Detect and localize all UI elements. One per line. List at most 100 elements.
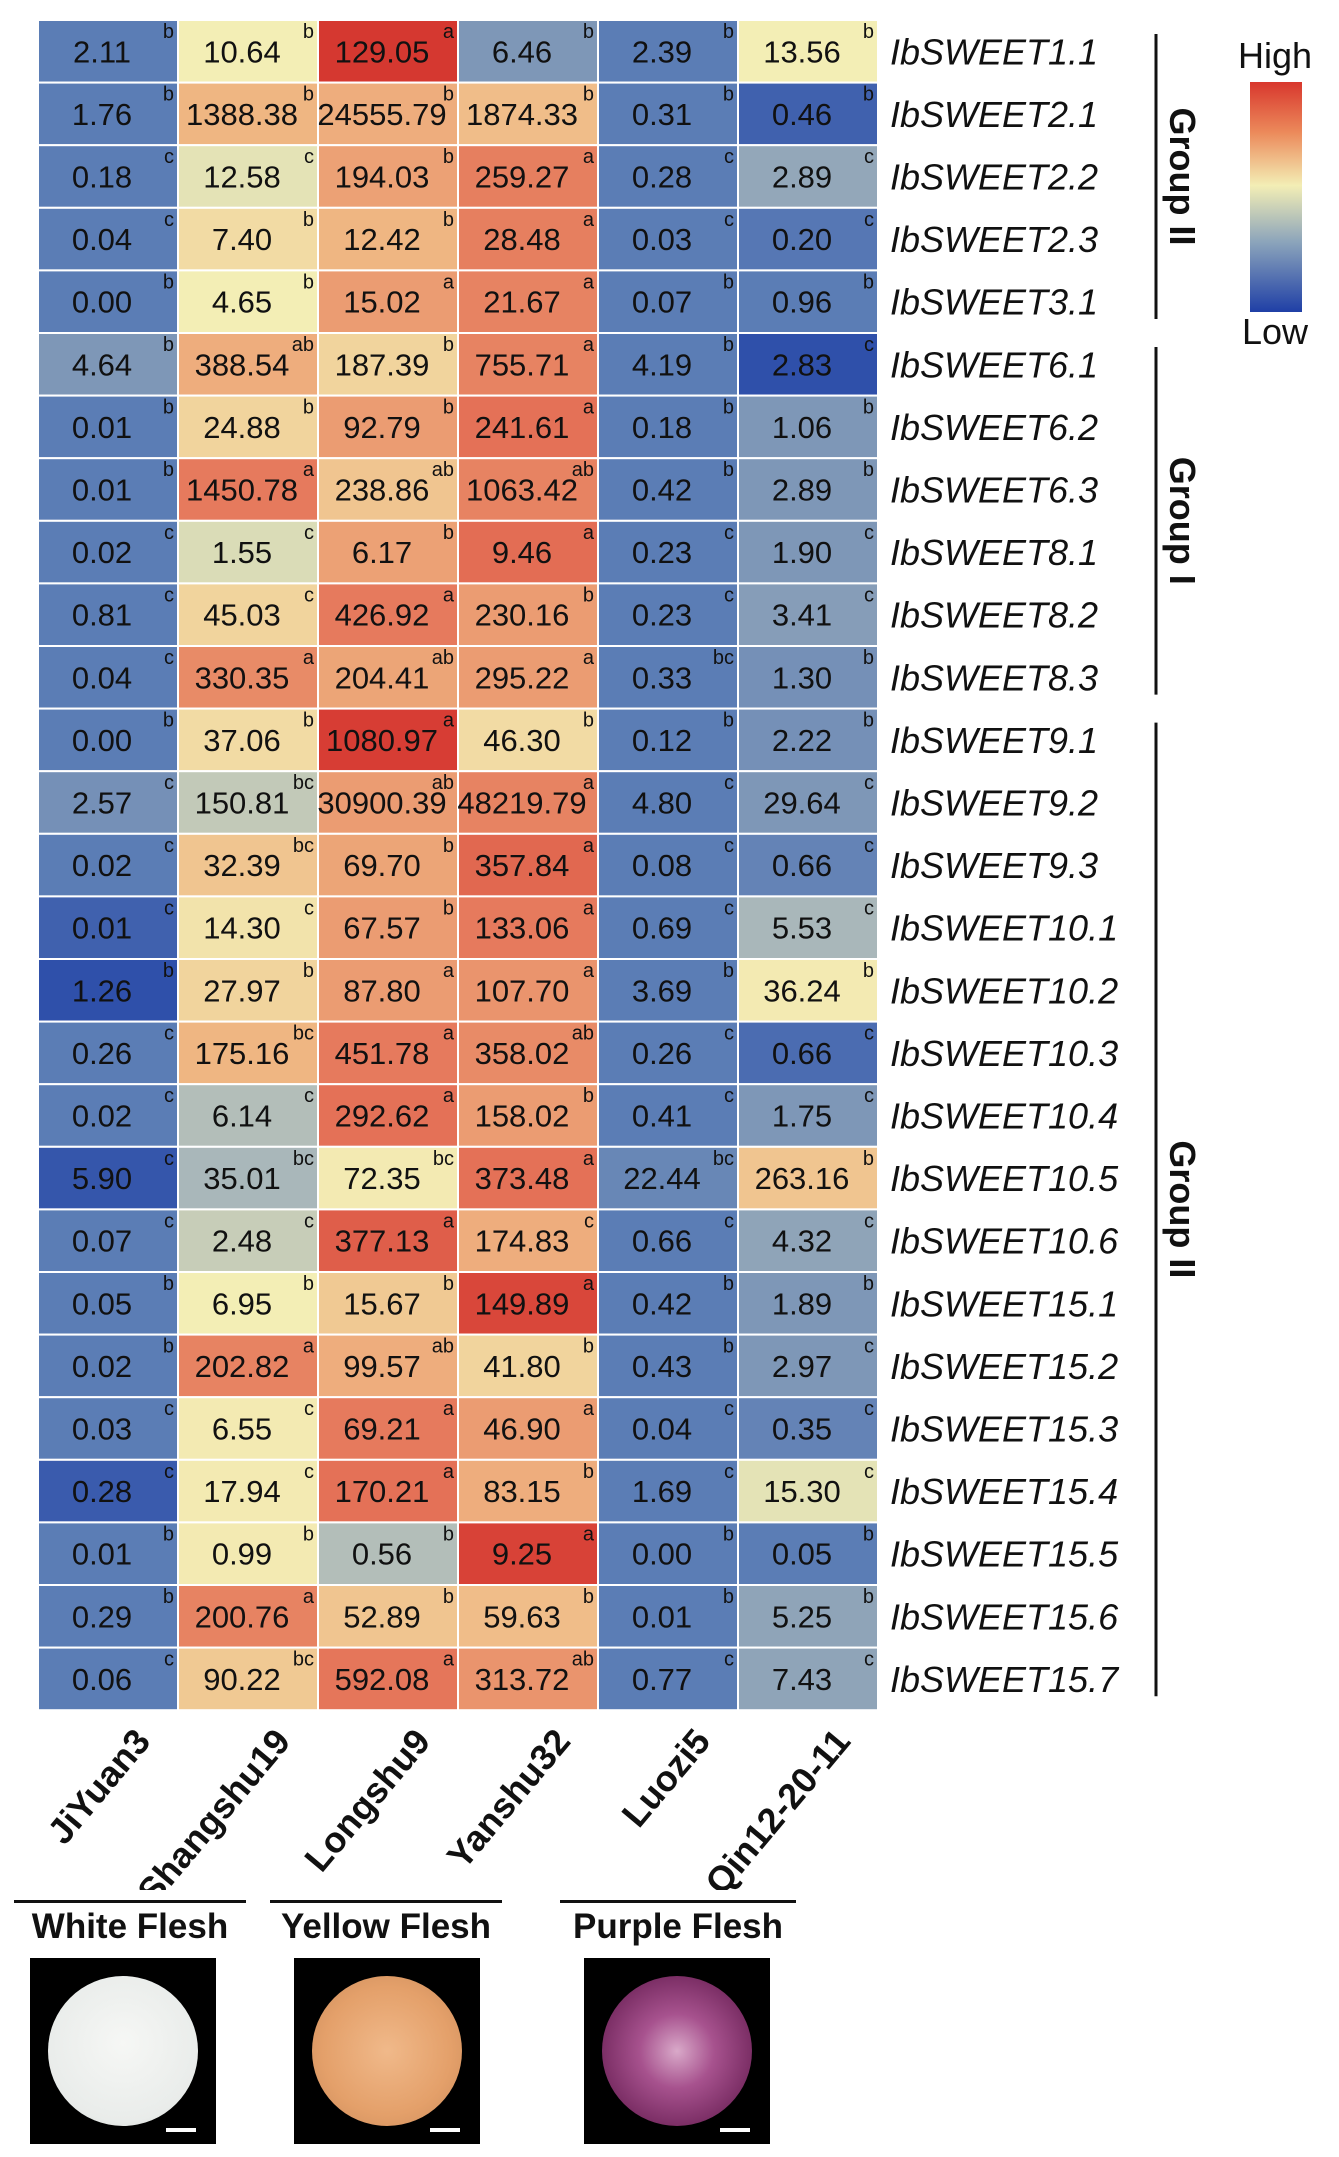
heatmap-cell: [37, 832, 179, 898]
significance-letter: c: [724, 772, 734, 794]
cell-value: 0.02: [72, 1099, 132, 1134]
heatmap-cell: [177, 770, 319, 835]
cell-value: 17.94: [203, 1474, 281, 1509]
cell-value: 6.14: [212, 1099, 272, 1134]
significance-letter: bc: [713, 1148, 734, 1170]
significance-letter: c: [864, 334, 874, 356]
significance-letter: b: [863, 960, 874, 982]
significance-letter: c: [304, 146, 314, 168]
cell-value: 2.22: [772, 723, 832, 758]
gene-label: IbSWEET2.2: [890, 157, 1098, 198]
heatmap-cell: [317, 269, 459, 334]
significance-letter: c: [164, 647, 174, 669]
significance-letter: a: [583, 397, 595, 419]
cell-value: 0.41: [632, 1099, 692, 1134]
cell-value: 170.21: [335, 1474, 430, 1509]
legend-high-label: High: [1238, 35, 1312, 76]
cell-value: 330.35: [195, 660, 290, 695]
cell-value: 0.01: [632, 1599, 692, 1634]
gene-label: IbSWEET10.5: [890, 1158, 1119, 1199]
cell-value: 59.63: [483, 1599, 561, 1634]
cell-value: 174.83: [475, 1224, 570, 1259]
significance-letter: c: [164, 1649, 174, 1671]
cell-value: 2.48: [212, 1224, 272, 1259]
heatmap-cell: [457, 1271, 599, 1336]
cell-value: 29.64: [763, 786, 841, 821]
significance-letter: a: [583, 1523, 595, 1545]
significance-letter: a: [583, 835, 595, 857]
yellow-tuber-slice: [312, 1976, 462, 2126]
heatmap-cell: [177, 1208, 319, 1274]
scale-bar: [430, 2128, 460, 2132]
cell-value: 292.62: [335, 1099, 430, 1134]
significance-letter: ab: [432, 772, 454, 794]
heatmap-cell: [737, 394, 879, 460]
significance-letter: b: [163, 1523, 174, 1545]
cell-value: 4.65: [212, 285, 272, 320]
heatmap-chart: 2.11b10.64b129.05a6.46b2.39b13.56b1.76b1…: [37, 19, 1312, 1890]
gene-label: IbSWEET10.6: [890, 1221, 1119, 1262]
significance-letter: c: [304, 1461, 314, 1483]
cell-value: 150.81: [195, 786, 290, 821]
significance-letter: b: [583, 1586, 594, 1608]
significance-letter: c: [864, 1398, 874, 1420]
significance-letter: b: [303, 1273, 314, 1295]
cell-value: 14.30: [203, 911, 281, 946]
cell-value: 107.70: [475, 973, 570, 1008]
significance-letter: b: [723, 1523, 734, 1545]
significance-letter: b: [303, 1523, 314, 1545]
significance-letter: b: [723, 459, 734, 481]
heatmap-cell: [177, 206, 319, 272]
heatmap-cell: [597, 1521, 739, 1587]
cell-value: 0.04: [72, 222, 132, 257]
gene-label: IbSWEET15.7: [890, 1659, 1120, 1700]
heatmap-cell: [597, 1083, 739, 1148]
cell-value: 6.46: [492, 34, 552, 69]
significance-letter: a: [303, 459, 315, 481]
heatmap-cell: [597, 770, 739, 835]
heatmap-cell: [597, 895, 739, 961]
significance-letter: c: [164, 209, 174, 231]
significance-letter: a: [443, 960, 455, 982]
gene-label: IbSWEET15.3: [890, 1409, 1118, 1450]
significance-letter: a: [583, 897, 595, 919]
heatmap-cell: [737, 1333, 879, 1399]
significance-letter: c: [724, 584, 734, 606]
cell-value: 4.80: [632, 786, 692, 821]
cell-value: 0.18: [72, 160, 132, 195]
gene-label: IbSWEET10.4: [890, 1096, 1118, 1137]
heatmap-cell: [597, 582, 739, 648]
cell-value: 3.41: [772, 598, 832, 633]
heatmap-cell: [457, 269, 599, 334]
heatmap-cell: [737, 1584, 879, 1649]
significance-letter: c: [164, 897, 174, 919]
cell-value: 295.22: [475, 660, 570, 695]
significance-letter: b: [863, 647, 874, 669]
cell-value: 0.20: [772, 222, 832, 257]
significance-letter: a: [583, 960, 595, 982]
cell-value: 129.05: [335, 34, 430, 69]
cell-value: 1874.33: [466, 97, 578, 132]
cell-value: 46.30: [483, 723, 561, 758]
cell-value: 313.72: [475, 1662, 570, 1697]
significance-letter: c: [864, 1210, 874, 1232]
white-flesh-photo: [30, 1958, 216, 2144]
heatmap-cell: [37, 1458, 179, 1524]
heatmap-cell: [737, 332, 879, 397]
column-label: JiYuan3: [39, 1721, 158, 1852]
cell-value: 0.05: [772, 1537, 832, 1572]
heatmap-cell: [737, 269, 879, 334]
significance-letter: c: [164, 1398, 174, 1420]
heatmap-cell: [737, 81, 879, 147]
significance-letter: b: [163, 397, 174, 419]
significance-letter: b: [163, 1336, 174, 1358]
significance-letter: b: [723, 397, 734, 419]
significance-letter: a: [443, 584, 455, 606]
significance-letter: c: [724, 1023, 734, 1045]
heatmap-cell: [317, 206, 459, 272]
significance-letter: c: [164, 146, 174, 168]
heatmap-cell: [37, 645, 179, 710]
significance-letter: c: [304, 1085, 314, 1107]
heatmap-cell: [37, 1208, 179, 1274]
heatmap-cell: [457, 770, 599, 835]
